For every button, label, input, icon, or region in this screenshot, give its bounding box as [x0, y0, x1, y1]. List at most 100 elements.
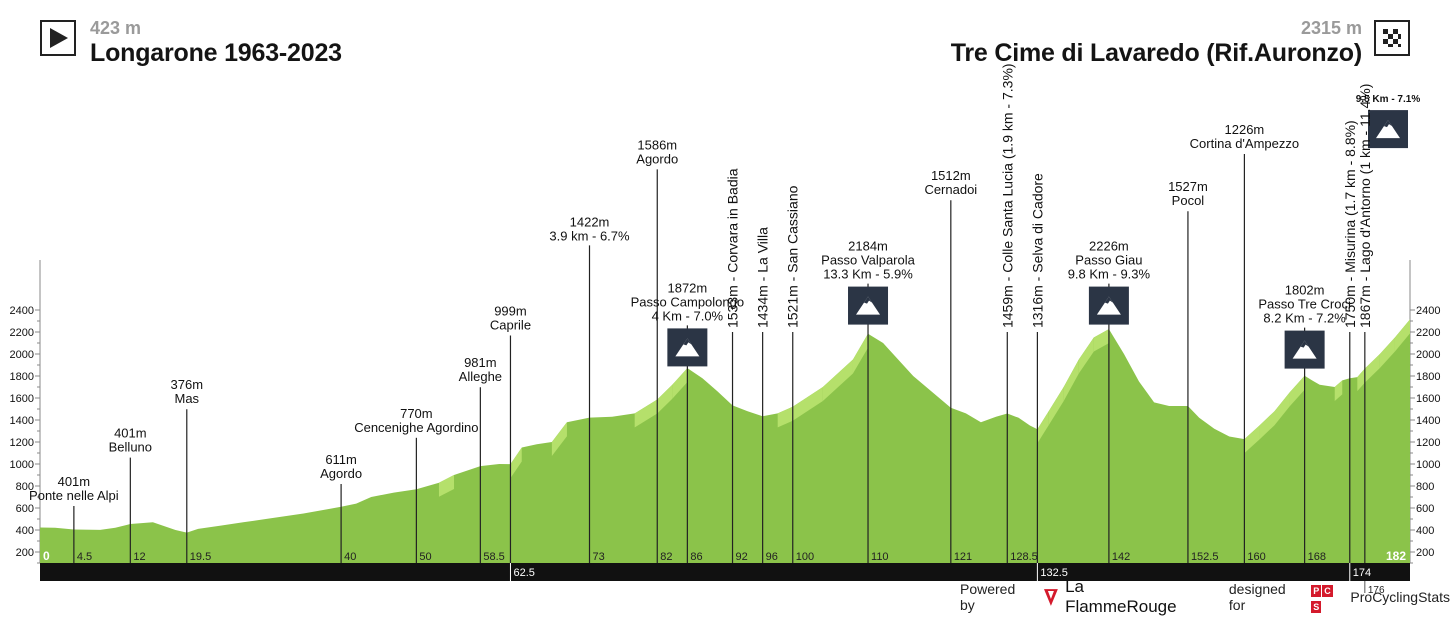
km-tick-label: 0 [43, 549, 50, 563]
km-tick-label: 19.5 [190, 551, 211, 563]
pcs-letter-p: P [1311, 585, 1322, 597]
climb-label: 3.9 km - 6.7% [549, 228, 630, 243]
y-tick-label-left: 2400 [10, 305, 34, 317]
km-axis-bar [40, 563, 1410, 581]
climb-band [438, 475, 455, 497]
km-tick-label: 4.5 [77, 551, 92, 563]
km-tick-label: 152.5 [1191, 551, 1219, 563]
profile-area [40, 319, 1410, 563]
vertical-label: 1459m - Colle Santa Lucia (1.9 km - 7.3%… [999, 63, 1015, 328]
brand-rouge: Rouge [1126, 597, 1177, 616]
km-tick-label: 142 [1112, 551, 1130, 563]
vertical-label: 1533m - Corvara in Badia [725, 168, 741, 328]
vertical-label: 1316m - Selva di Cadore [1029, 173, 1045, 328]
waypoint-elevation: 376m [171, 377, 204, 392]
y-tick-label-right: 1600 [1416, 393, 1440, 405]
climb-band [1063, 359, 1079, 401]
climb-band [1289, 375, 1305, 407]
y-tick-label-right: 1800 [1416, 371, 1440, 383]
climb-band [1364, 354, 1380, 383]
y-tick-label-right: 1400 [1416, 415, 1440, 427]
km-tick-label: 182 [1386, 549, 1406, 563]
brand-la-flamme: La Flamme [1065, 577, 1127, 616]
start-elevation: 423 m [90, 18, 142, 38]
waypoint-name: Pocol [1172, 193, 1205, 208]
mountain-icon-peak [1376, 120, 1400, 139]
km-tick-label: 92 [736, 551, 748, 563]
climb-band [777, 406, 793, 428]
y-tick-label-right: 400 [1416, 525, 1434, 537]
mountain-icon-snow [864, 296, 873, 304]
km-tick-label: 121 [954, 551, 972, 563]
waypoint-elevation: 401m [58, 474, 91, 489]
km-tick-label: 73 [593, 551, 605, 563]
km-bar-label: 174 [1353, 567, 1371, 579]
mountain-icon-snow [683, 338, 692, 346]
climb-label: Passo Valparola [821, 253, 915, 268]
km-tick-label: 168 [1308, 551, 1326, 563]
km-tick-below-label: 176 [1368, 585, 1385, 596]
powered-by-text: Powered by [960, 581, 1016, 613]
y-tick-label-left: 400 [16, 525, 34, 537]
y-tick-label-left: 1600 [10, 393, 34, 405]
climb-label: 8.2 Km - 7.2% [1263, 311, 1346, 326]
km-tick-label: 40 [344, 551, 356, 563]
y-tick-label-right: 2200 [1416, 327, 1440, 339]
climb-band [657, 384, 673, 414]
waypoint-name: Ponte nelle Alpi [29, 488, 119, 503]
vertical-label: 1434m - La Villa [755, 227, 771, 328]
vertical-label: 1867m - Lago d'Antorno (1 km - 11.4%) [1357, 84, 1373, 328]
waypoint-elevation: 611m [325, 452, 357, 467]
climb-band [1259, 411, 1275, 440]
climb-band [1048, 387, 1064, 426]
waypoint-name: Agordo [636, 151, 678, 166]
waypoint-name: Mas [175, 391, 200, 406]
vertical-label: 1750m - Misurina (1.7 km - 8.8%) [1342, 120, 1358, 328]
mountain-icon-snow [1300, 340, 1309, 348]
y-tick-label-right: 2000 [1416, 349, 1440, 361]
vertical-label: 1521m - San Cassiano [785, 185, 801, 328]
mountain-icon-peak [1292, 340, 1317, 359]
pcs-name: ProCyclingStats [1350, 589, 1450, 605]
climb-label: Passo Campolongo [631, 294, 744, 309]
y-tick-label-left: 600 [16, 503, 34, 515]
waypoint-elevation: 770m [400, 406, 433, 421]
y-tick-label-right: 2400 [1416, 305, 1440, 317]
waypoint-elevation: 401m [114, 426, 147, 441]
climb-band [1078, 337, 1094, 374]
mountain-icon [1284, 330, 1325, 369]
waypoint-elevation: 1586m [637, 137, 677, 152]
km-tick-label: 110 [871, 551, 889, 563]
waypoint-elevation: 1226m [1225, 122, 1265, 137]
waypoint-name: Belluno [109, 440, 152, 455]
y-tick-label-right: 1000 [1416, 459, 1440, 471]
mountain-icon-peak [856, 296, 881, 315]
y-tick-label-left: 1800 [10, 371, 34, 383]
climb-label: 1802m [1285, 283, 1325, 298]
climb-band [1244, 425, 1260, 454]
waypoint-name: Cencenighe Agordino [354, 420, 478, 435]
mountain-icon-snow [1384, 120, 1392, 128]
designed-for-text: designed for [1228, 581, 1286, 613]
climb-label: Passo Giau [1075, 253, 1142, 268]
pcs-logo: P CS [1311, 581, 1344, 613]
mountain-icon-peak [675, 338, 700, 357]
y-tick-label-right: 200 [1416, 547, 1434, 559]
climb-label: 2184m [848, 239, 888, 254]
waypoint-elevation: 1527m [1168, 179, 1208, 194]
y-tick-label-left: 800 [16, 481, 34, 493]
mountain-icon-snow [1104, 296, 1113, 304]
km-tick-label: 86 [690, 551, 702, 563]
km-bar-label: 62.5 [513, 567, 534, 579]
pcs-letter-s: S [1311, 601, 1322, 613]
climb-label: Passo Tre Croci [1258, 297, 1351, 312]
pcs-letter-c: C [1322, 585, 1333, 597]
y-tick-label-right: 600 [1416, 503, 1434, 515]
y-tick-label-left: 1000 [10, 459, 34, 471]
mountain-icon [848, 286, 889, 325]
start-play-icon [40, 20, 76, 56]
waypoint-elevation: 999m [494, 304, 527, 319]
climb-label: 2226m [1089, 239, 1129, 254]
start-name: Longarone 1963-2023 [90, 39, 342, 67]
